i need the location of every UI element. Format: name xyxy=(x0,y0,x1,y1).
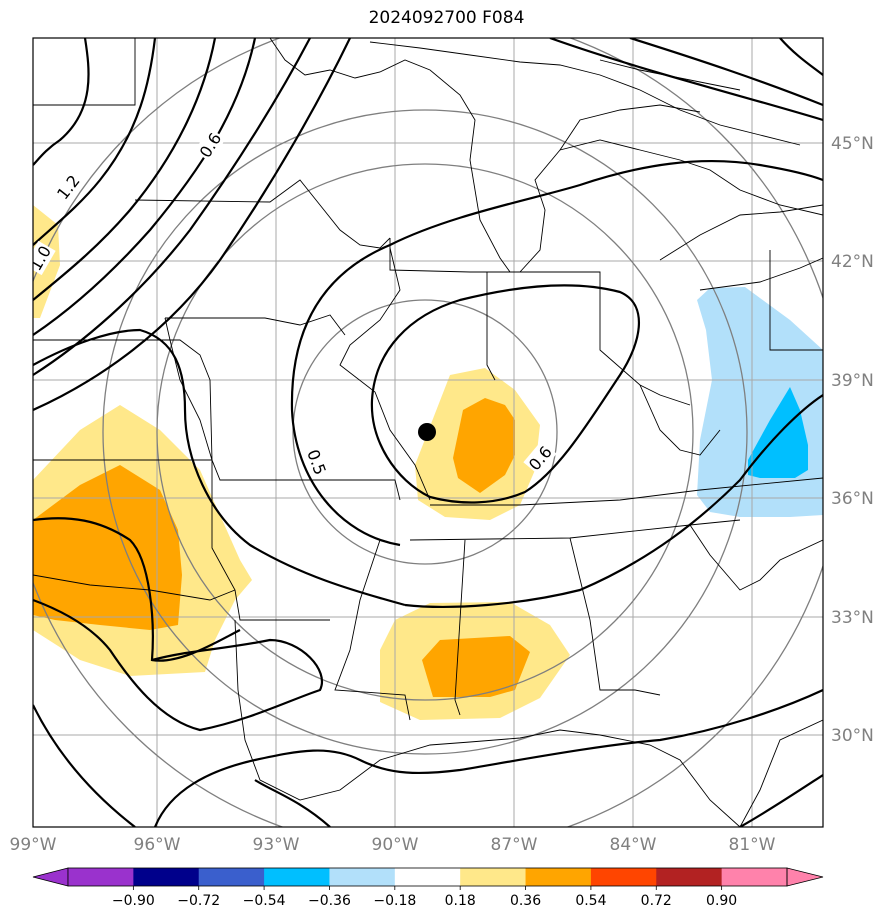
map-area: 1.21.00.60.5 0.6 xyxy=(33,38,823,827)
latitude-label: 33°N xyxy=(831,608,874,628)
colorbar-segment xyxy=(133,868,200,886)
latitude-labels: 45°N 42°N 39°N 36°N 33°N 30°N xyxy=(831,134,874,746)
longitude-label: 99°W xyxy=(10,835,57,855)
negative-anomaly-fills xyxy=(697,287,823,517)
latitude-label: 39°N xyxy=(831,371,874,391)
colorbar-tick-label: −0.90 xyxy=(112,893,155,909)
colorbar-segment xyxy=(721,868,788,886)
latitude-label: 30°N xyxy=(831,726,874,746)
longitude-label: 84°W xyxy=(610,835,657,855)
longitude-labels: 99°W 96°W 93°W 90°W 87°W 84°W 81°W xyxy=(10,835,776,855)
longitude-label: 87°W xyxy=(491,835,538,855)
colorbar-tick-label: 0.54 xyxy=(575,893,606,909)
colorbar-extend-min xyxy=(32,867,69,887)
contour-label: 0.5 xyxy=(302,445,332,479)
colorbar-segment xyxy=(68,868,134,886)
colorbar: −0.90 −0.72 −0.54 −0.36 −0.18 0.18 0.36 0.54 0.7… xyxy=(32,867,824,909)
colorbar-segment xyxy=(198,868,265,886)
map-title: 2024092700 F084 xyxy=(368,8,525,28)
map-frame xyxy=(32,37,824,828)
colorbar-segment xyxy=(460,868,527,886)
longitude-label: 90°W xyxy=(372,835,419,855)
longitude-label: 81°W xyxy=(729,835,776,855)
colorbar-segment xyxy=(590,868,657,886)
colorbar-tick-label: 0.72 xyxy=(641,893,672,909)
contour-lines xyxy=(33,38,823,827)
latitude-label: 42°N xyxy=(831,252,874,272)
colorbar-tick-label: 0.90 xyxy=(706,893,737,909)
positive-anomaly-fills xyxy=(33,205,570,720)
colorbar-segment xyxy=(525,868,592,886)
colorbar-segment xyxy=(394,868,461,886)
colorbar-tick-label: −0.54 xyxy=(243,893,286,909)
latitude-label: 36°N xyxy=(831,489,874,509)
longitude-label: 93°W xyxy=(253,835,300,855)
colorbar-tick-label: 0.18 xyxy=(445,893,476,909)
colorbar-segment xyxy=(264,868,330,886)
longitude-label: 96°W xyxy=(134,835,181,855)
range-rings xyxy=(33,38,823,827)
latitude-label: 45°N xyxy=(831,134,874,154)
colorbar-tick-label: −0.72 xyxy=(177,893,220,909)
colorbar-segment xyxy=(329,868,396,886)
colorbar-tick-label: 0.36 xyxy=(510,893,541,909)
colorbar-tick-label: −0.18 xyxy=(373,893,416,909)
colorbar-tick-label: −0.36 xyxy=(308,893,351,909)
location-marker xyxy=(418,423,436,441)
colorbar-segment xyxy=(656,868,723,886)
colorbar-extend-max xyxy=(786,867,824,887)
